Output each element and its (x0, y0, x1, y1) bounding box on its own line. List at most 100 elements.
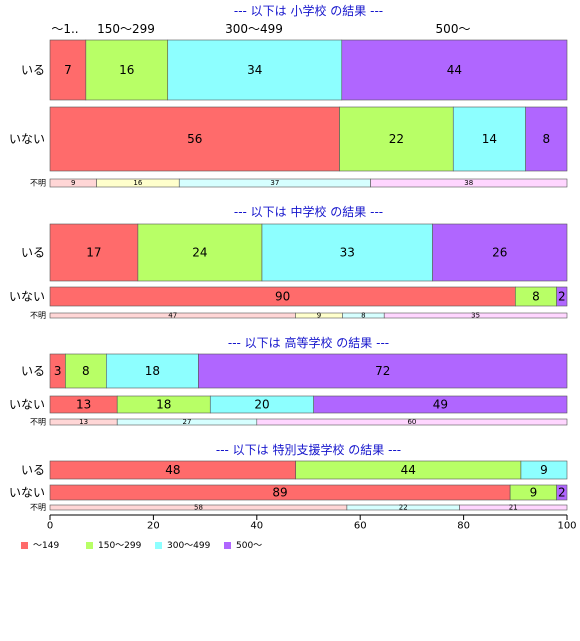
small-data-label: 9 (317, 312, 321, 320)
bar-segment (556, 484, 568, 501)
bar-segment (525, 106, 568, 172)
legend-label: 500～ (236, 541, 262, 551)
panel-title: --- 以下は 高等学校 の結果 --- (228, 335, 389, 350)
data-label: 8 (542, 132, 550, 146)
small-data-label: 9 (71, 179, 75, 187)
bar-segment (341, 39, 568, 101)
x-tick-label: 20 (147, 521, 160, 532)
legend-swatch (86, 542, 93, 549)
small-data-label: 58 (194, 504, 203, 512)
data-label: 8 (82, 364, 90, 378)
bar-segment (256, 418, 568, 426)
panel-title: --- 以下は 小学校 の結果 --- (234, 3, 383, 18)
small-data-label: 47 (168, 312, 177, 320)
category-header-label: ～1.. (51, 22, 78, 36)
row-label: いない (9, 132, 45, 146)
row-label: いない (9, 398, 45, 412)
data-label: 9 (540, 463, 548, 477)
bar-segment (49, 106, 340, 172)
bar-segment (452, 106, 526, 172)
bar-segment (261, 223, 433, 282)
legend-label: ～149 (33, 541, 59, 551)
category-header-label: 150～299 (97, 22, 155, 36)
data-label: 72 (375, 364, 390, 378)
row-label: いる (21, 246, 45, 260)
row-label: いない (9, 290, 45, 304)
data-label: 44 (401, 463, 416, 477)
data-label: 20 (254, 398, 269, 412)
row-label: いる (21, 63, 45, 77)
data-label: 16 (119, 63, 134, 77)
small-data-label: 8 (361, 312, 365, 320)
data-label: 33 (340, 246, 355, 260)
x-tick-label: 60 (354, 521, 367, 532)
x-tick-label: 80 (457, 521, 470, 532)
data-label: 34 (247, 63, 262, 77)
small-data-label: 13 (79, 418, 88, 426)
data-label: 7 (64, 63, 72, 77)
legend-swatch (155, 542, 162, 549)
row-label: 不明 (30, 179, 46, 188)
data-label: 49 (433, 398, 448, 412)
legend-swatch (224, 542, 231, 549)
row-label: 不明 (30, 503, 46, 512)
bar-segment (520, 460, 568, 480)
data-label: 17 (86, 246, 101, 260)
row-label: いない (9, 486, 45, 500)
data-label: 22 (389, 132, 404, 146)
bar-segment (339, 106, 454, 172)
bar-segment (370, 178, 568, 188)
data-label: 48 (165, 463, 180, 477)
data-label: 26 (492, 246, 507, 260)
bar-segment (432, 223, 568, 282)
data-label: 2 (558, 290, 566, 304)
row-label: 不明 (30, 311, 46, 320)
panel-title: --- 以下は 中学校 の結果 --- (234, 204, 383, 219)
data-label: 3 (54, 364, 62, 378)
data-label: 56 (187, 132, 202, 146)
data-label: 8 (532, 290, 540, 304)
data-label: 18 (156, 398, 171, 412)
data-label: 44 (447, 63, 462, 77)
small-data-label: 37 (270, 179, 279, 187)
bar-segment (198, 353, 568, 389)
data-label: 13 (76, 398, 91, 412)
x-tick-label: 100 (557, 521, 576, 532)
legend-label: 300～499 (167, 541, 211, 551)
small-data-label: 38 (464, 179, 473, 187)
bar-segment (65, 353, 107, 389)
small-data-label: 60 (407, 418, 416, 426)
x-tick-label: 40 (250, 521, 263, 532)
bar-segment (556, 286, 568, 307)
bar-segment (106, 353, 199, 389)
legend-swatch (21, 542, 28, 549)
small-data-label: 16 (133, 179, 142, 187)
data-label: 89 (272, 486, 287, 500)
data-label: 90 (275, 290, 290, 304)
bar-segment (459, 504, 568, 511)
small-data-label: 22 (399, 504, 408, 512)
legend-label: 150～299 (98, 541, 142, 551)
row-label: いる (21, 364, 45, 378)
bar-segment (383, 312, 568, 319)
x-tick-label: 0 (47, 521, 53, 532)
panel-title: --- 以下は 特別支援学校 の結果 --- (216, 442, 401, 457)
bar-segment (167, 39, 343, 101)
bar-segment (85, 39, 169, 101)
category-header-label: 500～ (436, 22, 471, 36)
small-data-label: 27 (183, 418, 192, 426)
data-label: 14 (482, 132, 497, 146)
bar-segment (137, 223, 263, 282)
bar-segment (313, 395, 568, 414)
data-label: 24 (192, 246, 207, 260)
small-data-label: 21 (509, 504, 518, 512)
data-label: 9 (530, 486, 538, 500)
data-label: 18 (145, 364, 160, 378)
data-label: 2 (558, 486, 566, 500)
bar-segment (49, 39, 87, 101)
small-data-label: 35 (471, 312, 480, 320)
row-label: いる (21, 463, 45, 477)
category-header-label: 300～499 (225, 22, 283, 36)
